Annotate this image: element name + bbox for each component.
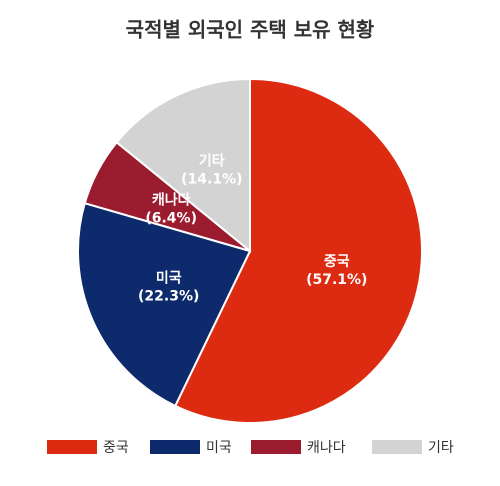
slice-category: 캐나다 (152, 193, 191, 209)
chart-title: 국적별 외국인 주택 보유 현황 (126, 18, 375, 42)
slice-value: (57.1%) (306, 272, 367, 288)
legend-label: 기타 (428, 440, 454, 456)
legend-label: 중국 (103, 440, 129, 456)
slice-value: (6.4%) (145, 211, 197, 227)
legend-swatch (251, 440, 301, 454)
legend-swatch (47, 440, 97, 454)
pie-slice (115, 77, 251, 254)
slice-category: 기타 (199, 154, 225, 170)
legend-label: 미국 (206, 440, 232, 456)
pie-slice (77, 201, 252, 408)
slice-value: (14.1%) (181, 172, 242, 188)
slice-value: (22.3%) (138, 288, 199, 304)
pie-slice (173, 77, 423, 424)
slice-category: 미국 (156, 270, 182, 286)
legend-label: 캐나다 (307, 440, 346, 456)
slice-category: 중국 (324, 254, 350, 270)
legend-swatch (150, 440, 200, 454)
legend-swatch (372, 440, 422, 454)
